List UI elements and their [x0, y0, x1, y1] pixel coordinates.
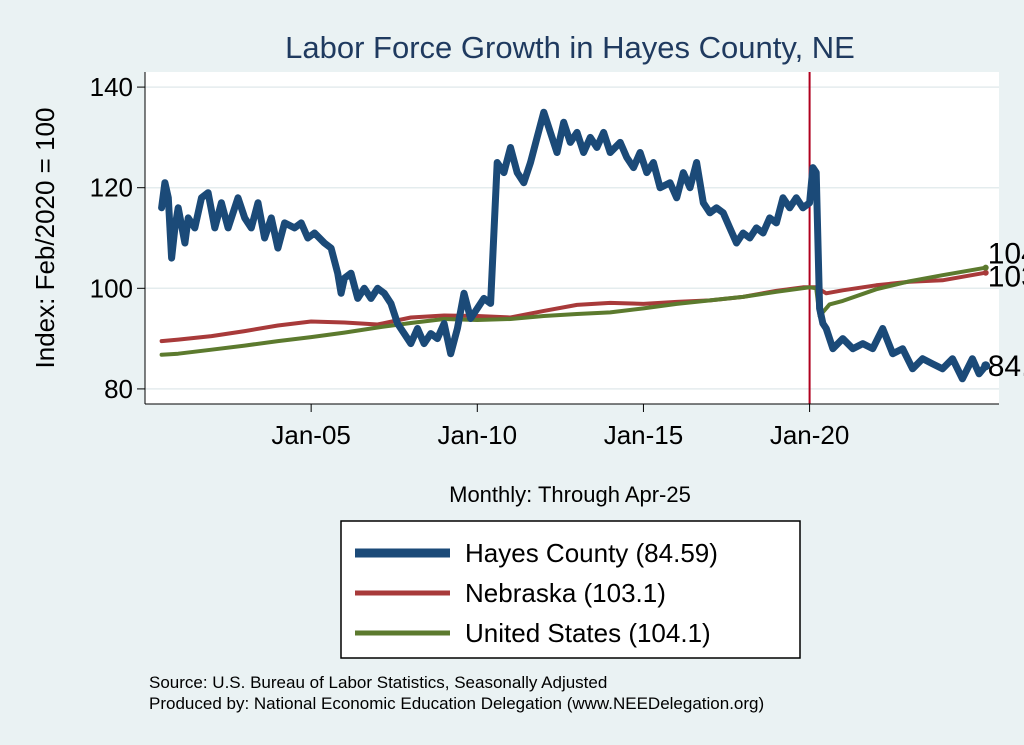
y-tick-label: 80	[104, 374, 133, 404]
series-line-2	[159, 265, 988, 357]
source-note: Source: U.S. Bureau of Labor Statistics,…	[149, 673, 607, 692]
end-label-2: 104.1	[988, 238, 1024, 271]
end-label-0: 84.6	[988, 350, 1024, 383]
series-lines	[158, 72, 991, 404]
produced-note: Produced by: National Economic Education…	[149, 694, 764, 713]
x-axis-label: Monthly: Through Apr-25	[449, 482, 691, 507]
x-tick-label: Jan-15	[604, 420, 684, 450]
legend-label-0: Hayes County (84.59)	[465, 538, 718, 568]
end-labels: 84.6 103.1104.1	[988, 238, 1024, 383]
legend-label-1: Nebraska (103.1)	[465, 578, 666, 608]
x-tick-label: Jan-20	[770, 420, 850, 450]
legend: Hayes County (84.59) Nebraska (103.1) Unit…	[340, 520, 801, 659]
end-label-1: 103.1	[988, 261, 1024, 294]
axis-ticks: 80 100 120 140 Jan-05 Jan-10 Jan-15 Jan-20	[90, 72, 850, 450]
series-end-point-0	[981, 361, 991, 371]
legend-label-2: United States (104.1)	[465, 618, 711, 648]
chart-title: Labor Force Growth in Hayes County, NE	[285, 30, 855, 65]
y-tick-label: 140	[90, 72, 133, 102]
y-axis-label: Index: Feb/2020 = 100	[30, 108, 60, 369]
y-tick-label: 120	[90, 173, 133, 203]
series-line-1	[159, 270, 988, 344]
series-end-point-2	[982, 264, 989, 271]
series-end-point-1	[982, 269, 989, 276]
x-tick-label: Jan-05	[271, 420, 351, 450]
series-line-0	[158, 108, 990, 383]
x-tick-label: Jan-10	[438, 420, 518, 450]
y-tick-label: 100	[90, 273, 133, 303]
